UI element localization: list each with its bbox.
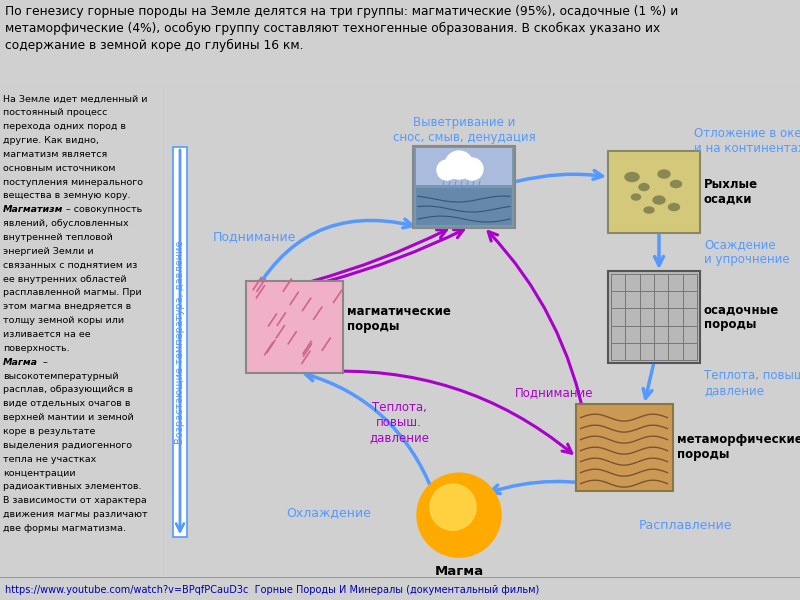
FancyBboxPatch shape: [413, 146, 515, 228]
Text: Поднимание: Поднимание: [514, 386, 594, 398]
Text: высокотемпературный: высокотемпературный: [3, 371, 118, 380]
Ellipse shape: [658, 170, 670, 178]
Text: – совокупность: – совокупность: [62, 205, 142, 214]
Text: явлений, обусловленных: явлений, обусловленных: [3, 219, 129, 228]
Circle shape: [437, 160, 457, 180]
Text: По генезису горные породы на Земле делятся на три группы: магматические (95%), о: По генезису горные породы на Земле делят…: [5, 5, 678, 52]
Text: Магма: Магма: [3, 358, 38, 367]
FancyBboxPatch shape: [173, 147, 187, 537]
Ellipse shape: [631, 194, 641, 200]
Text: радиоактивных элементов.: радиоактивных элементов.: [3, 482, 142, 491]
Text: ее внутренних областей: ее внутренних областей: [3, 275, 126, 284]
Text: –: –: [40, 358, 48, 367]
Text: магматические
породы: магматические породы: [346, 305, 450, 333]
Ellipse shape: [644, 207, 654, 213]
Ellipse shape: [669, 203, 679, 211]
FancyBboxPatch shape: [246, 281, 342, 373]
Circle shape: [445, 151, 473, 179]
Text: постоянный процесс: постоянный процесс: [3, 109, 107, 118]
Text: связанных с поднятием из: связанных с поднятием из: [3, 261, 138, 270]
Text: движения магмы различают: движения магмы различают: [3, 510, 148, 519]
Text: расплав, образующийся в: расплав, образующийся в: [3, 385, 133, 394]
Text: энергией Земли и: энергией Земли и: [3, 247, 94, 256]
FancyBboxPatch shape: [416, 188, 512, 225]
Text: Теплота,
повыш.
давление: Теплота, повыш. давление: [369, 401, 429, 443]
Circle shape: [461, 158, 483, 180]
FancyBboxPatch shape: [416, 148, 512, 185]
Circle shape: [417, 473, 501, 557]
Text: Поднимание: Поднимание: [212, 230, 296, 244]
Ellipse shape: [653, 196, 665, 204]
Text: расплавленной магмы. При: расплавленной магмы. При: [3, 289, 142, 298]
Text: выделения радиогенного: выделения радиогенного: [3, 441, 132, 450]
Text: концентрации: концентрации: [3, 469, 76, 478]
Text: вещества в земную кору.: вещества в земную кору.: [3, 191, 130, 200]
Ellipse shape: [625, 173, 639, 182]
Text: поверхность.: поверхность.: [3, 344, 70, 353]
Text: Отложение в океанах
и на континентах: Отложение в океанах и на континентах: [694, 127, 800, 155]
Text: Магма: Магма: [434, 565, 483, 578]
Text: виде отдельных очагов в: виде отдельных очагов в: [3, 399, 130, 408]
Text: основным источником: основным источником: [3, 164, 115, 173]
Text: коре в результате: коре в результате: [3, 427, 95, 436]
Text: две формы магматизма.: две формы магматизма.: [3, 524, 126, 533]
Text: Рыхлые
осадки: Рыхлые осадки: [704, 178, 758, 206]
Text: Магматизм: Магматизм: [3, 205, 63, 214]
Ellipse shape: [670, 181, 682, 188]
Text: изливается на ее: изливается на ее: [3, 330, 90, 339]
Text: осадочные
породы: осадочные породы: [704, 303, 779, 331]
Text: другие. Как видно,: другие. Как видно,: [3, 136, 99, 145]
Text: тепла не участках: тепла не участках: [3, 455, 96, 464]
Text: внутренней тепловой: внутренней тепловой: [3, 233, 113, 242]
Text: поступления минерального: поступления минерального: [3, 178, 143, 187]
Text: Расплавление: Расплавление: [639, 518, 733, 532]
Text: https://www.youtube.com/watch?v=BPqfPCauD3c  Горные Породы И Минералы (документа: https://www.youtube.com/watch?v=BPqfPCau…: [5, 585, 539, 595]
Text: В зависимости от характера: В зависимости от характера: [3, 496, 147, 505]
Text: метаморфические
породы: метаморфические породы: [677, 433, 800, 461]
Text: толщу земной коры или: толщу земной коры или: [3, 316, 124, 325]
FancyBboxPatch shape: [608, 271, 700, 363]
Text: На Земле идет медленный и: На Земле идет медленный и: [3, 94, 147, 103]
Text: Осаждение
и упрочнение: Осаждение и упрочнение: [704, 238, 790, 266]
FancyBboxPatch shape: [608, 151, 700, 233]
Text: перехода одних пород в: перехода одних пород в: [3, 122, 126, 131]
Text: верхней мантии и земной: верхней мантии и земной: [3, 413, 134, 422]
Text: Охлаждение: Охлаждение: [286, 506, 371, 518]
Text: этом магма внедряется в: этом магма внедряется в: [3, 302, 131, 311]
Text: Теплота, повыш.
давление: Теплота, повыш. давление: [704, 370, 800, 397]
Ellipse shape: [639, 184, 649, 191]
FancyBboxPatch shape: [575, 404, 673, 491]
Text: магматизм является: магматизм является: [3, 150, 107, 159]
Circle shape: [430, 484, 476, 530]
Text: Возрастающие температура, давление: Возрастающие температура, давление: [175, 241, 185, 444]
Text: Выветривание и
снос, смыв, денудация: Выветривание и снос, смыв, денудация: [393, 116, 535, 144]
